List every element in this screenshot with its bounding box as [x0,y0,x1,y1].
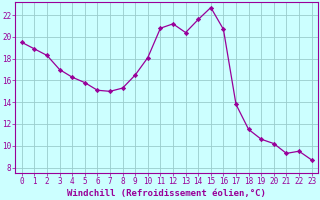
X-axis label: Windchill (Refroidissement éolien,°C): Windchill (Refroidissement éolien,°C) [67,189,266,198]
